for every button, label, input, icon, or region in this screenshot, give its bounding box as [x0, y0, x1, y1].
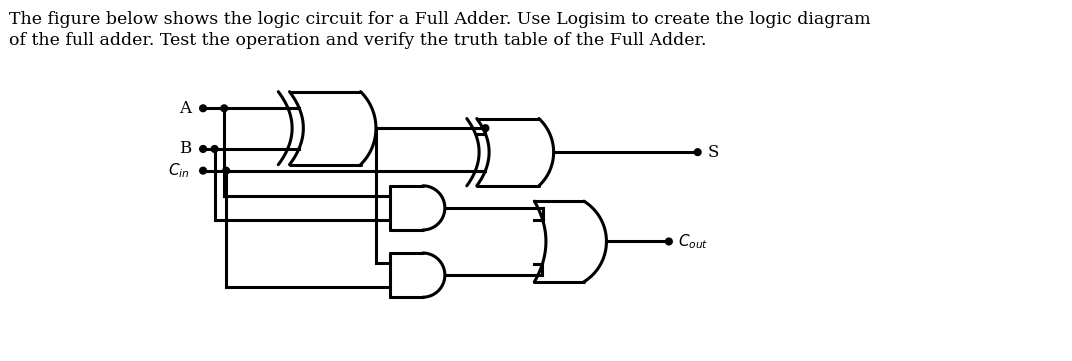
Circle shape [221, 105, 227, 112]
Circle shape [482, 125, 489, 131]
Text: of the full adder. Test the operation and verify the truth table of the Full Add: of the full adder. Test the operation an… [9, 32, 706, 49]
Circle shape [695, 149, 701, 156]
Circle shape [199, 167, 207, 174]
Text: S: S [708, 144, 718, 161]
Text: The figure below shows the logic circuit for a Full Adder. Use Logisim to create: The figure below shows the logic circuit… [9, 11, 870, 28]
Text: $C_{in}$: $C_{in}$ [168, 161, 190, 180]
Circle shape [223, 167, 229, 174]
Circle shape [666, 238, 672, 245]
Circle shape [211, 145, 218, 152]
Circle shape [199, 105, 207, 112]
Circle shape [199, 145, 207, 152]
Text: $C_{out}$: $C_{out}$ [679, 232, 709, 251]
Text: B: B [179, 140, 192, 157]
Text: A: A [179, 100, 192, 117]
